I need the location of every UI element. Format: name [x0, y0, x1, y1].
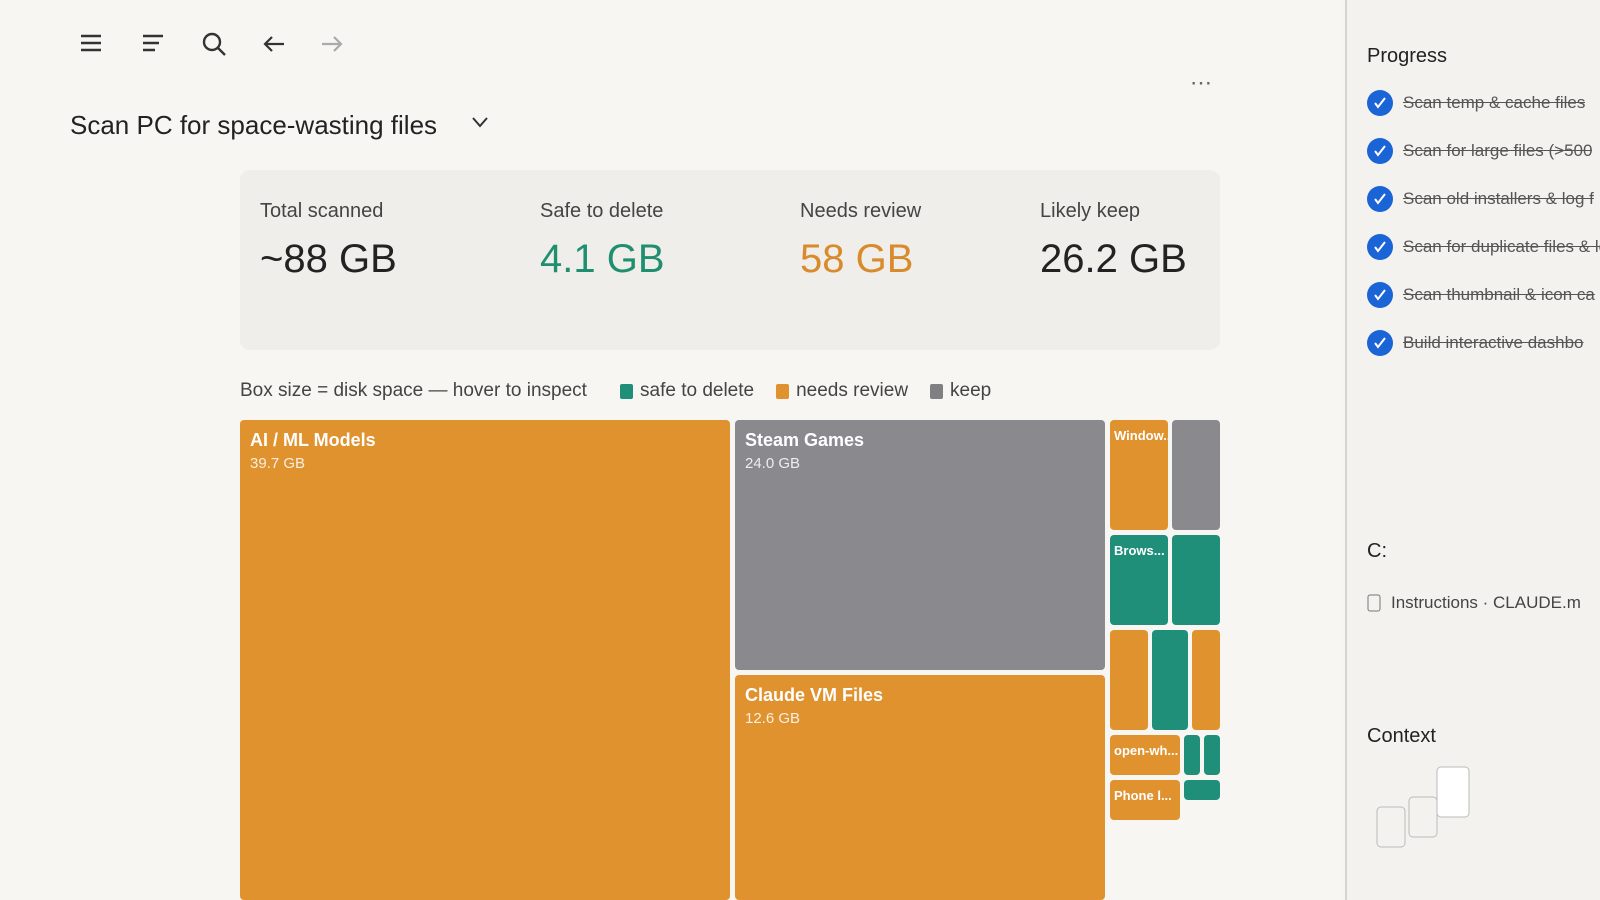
tile-label: Claude VM Files — [745, 685, 884, 705]
section-title: Progress — [1367, 45, 1448, 67]
tile-size: 12.6 GB — [745, 710, 801, 727]
treemap-tile[interactable]: Brows... — [1110, 535, 1168, 625]
stat-card: Likely keep 26.2 GB — [1040, 200, 1187, 282]
check-icon — [1367, 234, 1393, 260]
legend: safe to delete needs review keep — [620, 380, 991, 402]
legend-label: needs review — [796, 380, 909, 401]
side-panel: Progress Scan temp & cache files Scan for… — [1345, 0, 1600, 900]
tile-label: open-wh... — [1114, 743, 1179, 758]
progress-text: Scan old installers & log f — [1403, 189, 1594, 208]
progress-item: Scan thumbnail & icon ca — [1367, 282, 1600, 308]
forward-button[interactable] — [318, 30, 346, 58]
stat-card: Safe to delete 4.1 GB — [540, 200, 665, 282]
check-mark — [1374, 289, 1386, 301]
treemap-tile[interactable]: Claude VM Files 12.6 GB — [735, 675, 1105, 900]
section-title: Context — [1367, 725, 1436, 747]
context-illustration — [1376, 766, 1470, 848]
file-name: Instructions · CLAUDE.m — [1391, 593, 1581, 612]
tile-label: Phone l... — [1114, 788, 1172, 803]
treemap-caption: Box size = disk space — hover to inspect — [240, 380, 587, 401]
stat-card: Needs review 58 GB — [800, 200, 921, 282]
treemap-tile[interactable]: Window... — [1110, 420, 1168, 530]
page-title: Scan PC for space-wasting files — [70, 110, 438, 140]
stat-value: 4.1 GB — [540, 237, 665, 281]
treemap-tile[interactable] — [1110, 630, 1148, 730]
progress-item: Scan for duplicate files & leftover soft… — [1367, 234, 1600, 260]
check-mark — [1374, 337, 1386, 349]
treemap-tile[interactable]: AI / ML Models 39.7 GB — [240, 420, 730, 900]
stat-label: Needs review — [800, 200, 922, 222]
more-menu[interactable]: ⋯ — [1190, 70, 1212, 95]
legend-swatch — [620, 383, 633, 399]
menu-button[interactable] — [78, 30, 104, 56]
treemap-tile[interactable] — [1192, 630, 1220, 730]
title-dropdown[interactable] — [470, 112, 490, 132]
progress-section: Progress Scan temp & cache files Scan for… — [1367, 45, 1600, 378]
stat-label: Safe to delete — [540, 200, 664, 222]
check-icon — [1367, 90, 1393, 116]
legend-swatch — [930, 383, 944, 399]
legend-item: needs review — [776, 380, 908, 402]
treemap-tile[interactable]: Phone l... — [1110, 780, 1180, 820]
check-mark — [1374, 97, 1386, 109]
stat-label: Likely keep — [1040, 200, 1141, 222]
treemap-tile[interactable] — [1184, 780, 1220, 800]
check-mark — [1374, 241, 1386, 253]
progress-text: Scan thumbnail & icon ca — [1403, 285, 1595, 304]
legend-label: safe to delete — [640, 380, 755, 401]
treemap-tile[interactable] — [1172, 420, 1220, 530]
check-icon — [1367, 138, 1393, 164]
back-button[interactable] — [260, 30, 288, 58]
stat-value: 58 GB — [800, 237, 914, 281]
treemap-tile[interactable] — [1152, 630, 1188, 730]
check-icon — [1367, 186, 1393, 212]
check-mark — [1374, 193, 1386, 205]
outline-button[interactable] — [140, 30, 166, 56]
progress-text: Scan for large files (>500 — [1403, 141, 1593, 160]
progress-item: Scan temp & cache files — [1367, 90, 1600, 116]
legend-swatch — [776, 383, 790, 399]
file-list: Instructions · CLAUDE.m — [1367, 593, 1600, 613]
progress-item: Scan old installers & log f — [1367, 186, 1600, 212]
section-title: C: — [1367, 540, 1387, 562]
check-mark — [1374, 145, 1386, 157]
files-section: C: Instructions · CLAUDE.m — [1367, 540, 1600, 613]
stats-panel: Total scanned ~88 GB Safe to delete 4.1 GB N… — [240, 170, 1220, 350]
legend-item: safe to delete — [620, 380, 754, 402]
legend-item: keep — [930, 380, 991, 402]
main-pane: Scan PC for space-wasting files ⋯ Total … — [70, 30, 1220, 900]
legend-label: keep — [950, 380, 992, 401]
tile-label: AI / ML Models — [250, 430, 376, 450]
progress-item: Build interactive dashbo — [1367, 330, 1600, 356]
tile-label: Window... — [1114, 428, 1168, 443]
treemap: AI / ML Models 39.7 GB Steam Games 24.0 GB C… — [240, 420, 1220, 900]
tile-label: Steam Games — [745, 430, 865, 450]
file-icon — [1367, 594, 1381, 612]
context-section: Context — [1367, 725, 1600, 868]
treemap-tile[interactable] — [1172, 535, 1220, 625]
stat-value: 26.2 GB — [1040, 237, 1187, 281]
stat-value: ~88 GB — [260, 237, 397, 281]
treemap-tile[interactable] — [1184, 735, 1200, 775]
stat-card: Total scanned ~88 GB — [260, 200, 397, 282]
progress-list: Scan temp & cache files Scan for large fi… — [1367, 90, 1600, 356]
check-icon — [1367, 330, 1393, 356]
treemap-tile[interactable]: Steam Games 24.0 GB — [735, 420, 1105, 670]
tile-size: 39.7 GB — [250, 455, 306, 472]
tile-size: 24.0 GB — [745, 455, 801, 472]
treemap-tile[interactable] — [1204, 735, 1220, 775]
progress-text: Scan temp & cache files — [1403, 93, 1586, 112]
progress-text: Build interactive dashbo — [1403, 333, 1584, 352]
progress-text: Scan for duplicate files & leftover soft… — [1403, 237, 1600, 256]
treemap-tile[interactable]: open-wh... — [1110, 735, 1180, 775]
stat-label: Total scanned — [260, 200, 384, 222]
file-item[interactable]: Instructions · CLAUDE.m — [1367, 593, 1600, 613]
check-icon — [1367, 282, 1393, 308]
tile-label: Brows... — [1114, 543, 1165, 558]
progress-item: Scan for large files (>500 — [1367, 138, 1600, 164]
search-button[interactable] — [200, 30, 228, 58]
